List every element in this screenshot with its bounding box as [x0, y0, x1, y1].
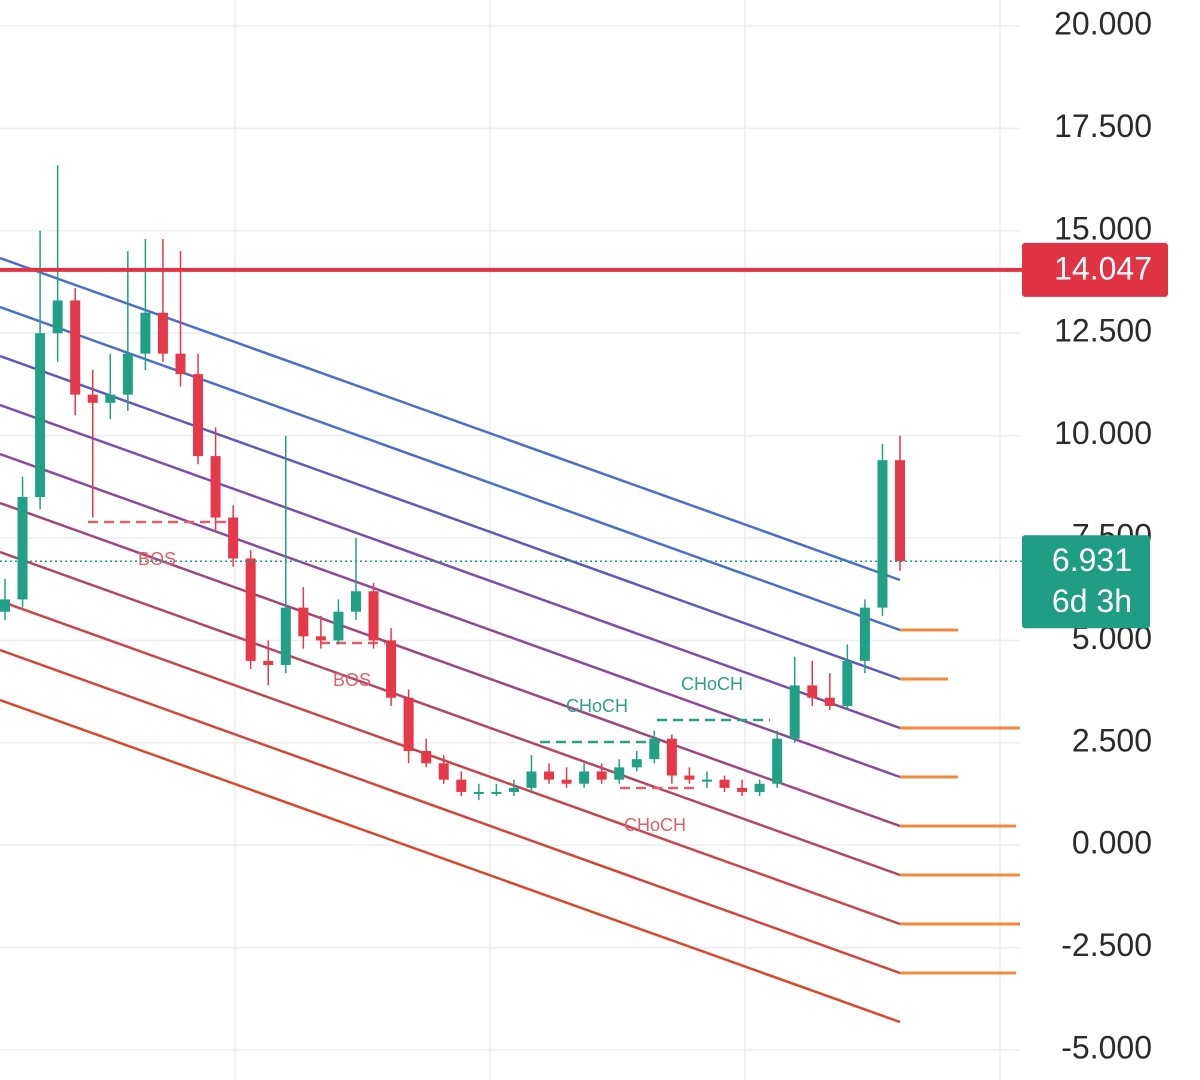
candle-body — [842, 660, 853, 706]
candle-body — [175, 353, 186, 375]
channel-line — [0, 403, 901, 730]
channel-line — [0, 648, 901, 975]
candle-body — [228, 517, 239, 559]
y-tick-label: -2.500 — [1061, 927, 1152, 963]
channel-line — [0, 354, 901, 681]
candles — [0, 165, 905, 801]
candle-body — [491, 791, 502, 794]
candle-body — [649, 738, 660, 760]
candle-body — [438, 763, 449, 780]
y-tick-label: 12.500 — [1054, 313, 1152, 349]
candle-body — [315, 636, 326, 641]
candle-body — [772, 738, 783, 784]
candle-body — [737, 787, 748, 792]
countdown-label: 6d 3h — [1052, 583, 1132, 619]
candle-body — [789, 685, 800, 739]
channel-line — [0, 501, 901, 828]
candle-body — [403, 697, 414, 751]
y-tick-label: 20.000 — [1054, 5, 1152, 41]
y-tick-label: -5.000 — [1061, 1029, 1152, 1065]
candle-body — [0, 599, 10, 612]
candle-body — [87, 394, 98, 403]
channel-line — [0, 452, 901, 779]
annotation: BOS — [138, 549, 176, 569]
last-price-box — [1022, 535, 1150, 629]
candle-body — [631, 759, 642, 768]
candle-body — [333, 611, 344, 641]
candle-body — [140, 312, 151, 354]
candle-body — [70, 300, 81, 395]
annotation: CHoCH — [681, 674, 743, 694]
candle-body — [701, 779, 712, 782]
candle-body — [386, 640, 397, 698]
y-tick-label: 15.000 — [1054, 210, 1152, 246]
annotation: CHoCH — [624, 815, 686, 835]
resistance-label: 14.047 — [1054, 250, 1152, 286]
candle-body — [122, 353, 133, 395]
candle-body — [105, 394, 116, 403]
level-stubs — [900, 628, 1020, 975]
y-tick-label: 2.500 — [1072, 722, 1152, 758]
candle-body — [561, 779, 572, 784]
candle-body — [684, 775, 695, 780]
channel-line — [0, 256, 901, 582]
candle-body — [544, 771, 555, 780]
candle-body — [245, 558, 256, 661]
channel-line — [0, 550, 901, 877]
channel-line — [0, 305, 901, 632]
candle-body — [666, 738, 677, 776]
candle-body — [895, 460, 905, 562]
channel-line — [0, 599, 901, 926]
candle-body — [17, 497, 28, 600]
candle-body — [719, 779, 730, 788]
candle-body — [456, 779, 467, 792]
annotation: CHoCH — [566, 696, 628, 716]
candle-body — [859, 607, 870, 661]
candle-body — [280, 607, 291, 665]
candle-body — [210, 456, 221, 518]
candle-body — [298, 607, 309, 637]
candle-body — [824, 697, 835, 706]
candle-body — [157, 312, 168, 354]
candle-body — [754, 783, 765, 792]
candle-body — [52, 300, 63, 334]
candle-body — [579, 771, 590, 784]
candle-body — [193, 374, 204, 457]
candle-body — [35, 333, 46, 498]
horizontal-grid — [0, 25, 1020, 1051]
candle-body — [263, 660, 274, 665]
y-tick-label: 10.000 — [1054, 415, 1152, 451]
channel-line — [0, 698, 901, 1024]
candle-body — [473, 791, 484, 794]
last-price-label: 6.931 — [1052, 542, 1132, 578]
candle-body — [421, 750, 432, 764]
channel-lines — [0, 256, 901, 1024]
y-tick-label: 0.000 — [1072, 825, 1152, 861]
resistance-label-box — [1022, 242, 1168, 297]
candle-body — [526, 771, 537, 788]
annotation: BOS — [333, 670, 371, 690]
candle-body — [508, 787, 519, 792]
candle-body — [877, 460, 888, 608]
candle-body — [596, 771, 607, 780]
candle-body — [614, 767, 625, 780]
candle-body — [350, 591, 361, 612]
y-tick-label: 17.500 — [1054, 108, 1152, 144]
candle-body — [368, 591, 379, 641]
candle-body — [807, 685, 818, 698]
